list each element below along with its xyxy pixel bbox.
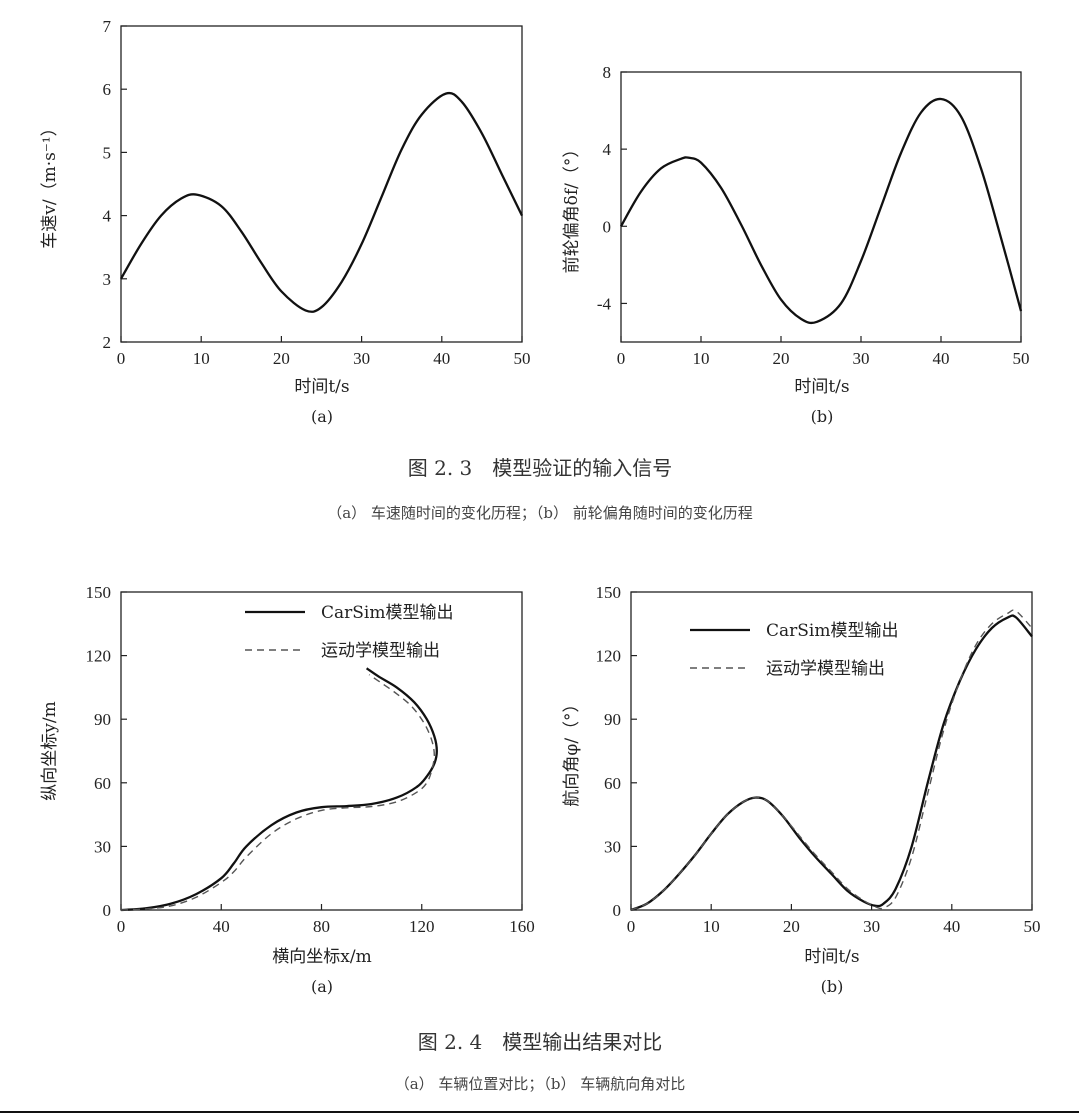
figure-2-4-caption: （a） 车辆位置对比；（b） 车辆航向角对比 bbox=[395, 1075, 686, 1093]
x-tick-label: 160 bbox=[509, 917, 535, 936]
panel-label: (a) bbox=[311, 977, 333, 996]
x-tick-label: 20 bbox=[773, 349, 790, 368]
legend-entry: 运动学模型输出 bbox=[766, 659, 885, 679]
x-tick-label: 10 bbox=[703, 917, 720, 936]
y-tick-label: 60 bbox=[604, 774, 621, 793]
y-tick-label: 150 bbox=[596, 583, 622, 602]
x-axis-label: 横向坐标x/m bbox=[272, 947, 371, 967]
x-tick-label: 120 bbox=[409, 917, 435, 936]
x-tick-label: 30 bbox=[863, 917, 880, 936]
x-tick-label: 80 bbox=[313, 917, 330, 936]
y-tick-label: 4 bbox=[103, 207, 112, 226]
x-tick-label: 10 bbox=[193, 349, 210, 368]
x-tick-label: 20 bbox=[273, 349, 290, 368]
y-tick-label: 4 bbox=[603, 140, 612, 159]
series-line-1 bbox=[120, 91, 524, 313]
x-axis-label: 时间t/s bbox=[294, 377, 349, 397]
x-tick-label: 50 bbox=[1024, 917, 1041, 936]
y-tick-label: 150 bbox=[86, 583, 112, 602]
y-tick-label: 30 bbox=[604, 837, 621, 856]
plot-frame bbox=[630, 591, 1033, 911]
y-axis-label: 航向角φ/（°） bbox=[562, 695, 582, 806]
y-axis-label: 纵向坐标y/m bbox=[40, 701, 60, 800]
figure-2-4-title: 图 2. 4 模型输出结果对比 bbox=[418, 1030, 663, 1054]
plot-frame bbox=[120, 591, 523, 911]
y-tick-label: 0 bbox=[613, 901, 622, 920]
x-tick-label: 0 bbox=[617, 349, 626, 368]
panel-label: (b) bbox=[811, 407, 834, 426]
panel-label: (b) bbox=[821, 977, 844, 996]
y-tick-label: 120 bbox=[86, 647, 112, 666]
series-line-1 bbox=[120, 667, 438, 912]
x-tick-label: 0 bbox=[627, 917, 636, 936]
plot-frame bbox=[620, 71, 1022, 343]
legend-entry: 运动学模型输出 bbox=[321, 641, 440, 661]
y-tick-label: 7 bbox=[103, 17, 112, 36]
y-tick-label: 3 bbox=[103, 270, 112, 289]
x-tick-label: 40 bbox=[943, 917, 960, 936]
x-tick-label: 30 bbox=[353, 349, 370, 368]
y-axis-label: 车速v/（m·s⁻¹） bbox=[40, 119, 60, 248]
x-tick-label: 40 bbox=[933, 349, 950, 368]
y-tick-label: 90 bbox=[94, 710, 111, 729]
x-tick-label: 40 bbox=[213, 917, 230, 936]
chart-4: 0 10 20 30 40 50 0 30 60 90 120 150 时间t/s 航向角φ/（°） (b)… bbox=[562, 583, 1041, 996]
y-tick-label: 0 bbox=[103, 901, 112, 920]
y-tick-label: 5 bbox=[103, 143, 112, 162]
series-line-2 bbox=[120, 674, 436, 911]
y-tick-label: 120 bbox=[596, 647, 622, 666]
panel-label: (a) bbox=[311, 407, 333, 426]
legend-entry: CarSim模型输出 bbox=[766, 621, 898, 641]
x-tick-label: 20 bbox=[783, 917, 800, 936]
y-axis-label: 前轮偏角δf/（°） bbox=[562, 141, 582, 274]
legend-entry: CarSim模型输出 bbox=[321, 603, 453, 623]
chart-2: 0 10 20 30 40 50 -4 0 4 8 时间t/s 前轮偏角δf/（°） (b) bbox=[562, 63, 1030, 426]
x-tick-label: 30 bbox=[853, 349, 870, 368]
y-tick-label: -4 bbox=[597, 294, 612, 313]
y-tick-label: 90 bbox=[604, 710, 621, 729]
y-tick-label: 6 bbox=[103, 80, 112, 99]
y-tick-label: 8 bbox=[603, 63, 612, 82]
x-axis-label: 时间t/s bbox=[804, 947, 859, 967]
x-tick-label: 0 bbox=[117, 917, 126, 936]
y-tick-label: 30 bbox=[94, 837, 111, 856]
x-tick-label: 0 bbox=[117, 349, 126, 368]
x-tick-label: 40 bbox=[433, 349, 450, 368]
x-axis-label: 时间t/s bbox=[794, 377, 849, 397]
y-tick-label: 60 bbox=[94, 774, 111, 793]
x-tick-label: 10 bbox=[693, 349, 710, 368]
figure-2-3-caption: （a） 车速随时间的变化历程；（b） 前轮偏角随时间的变化历程 bbox=[327, 504, 753, 522]
figure-2-3-title: 图 2. 3 模型验证的输入信号 bbox=[408, 456, 673, 480]
series-line-1 bbox=[620, 97, 1023, 325]
series-line-2 bbox=[630, 609, 1033, 911]
x-tick-label: 50 bbox=[1013, 349, 1030, 368]
chart-3: 0 40 80 120 160 0 30 60 90 120 150 横向坐标x/m 纵向坐标y/m (a… bbox=[40, 583, 535, 996]
x-tick-label: 50 bbox=[514, 349, 531, 368]
y-tick-label: 2 bbox=[103, 333, 112, 352]
plot-frame bbox=[120, 25, 523, 343]
y-tick-label: 0 bbox=[603, 217, 612, 236]
chart-1: 0 10 20 30 40 50 2 3 4 5 6 7 时间t/s 车速v/（m·s⁻¹） (a) bbox=[40, 17, 531, 426]
